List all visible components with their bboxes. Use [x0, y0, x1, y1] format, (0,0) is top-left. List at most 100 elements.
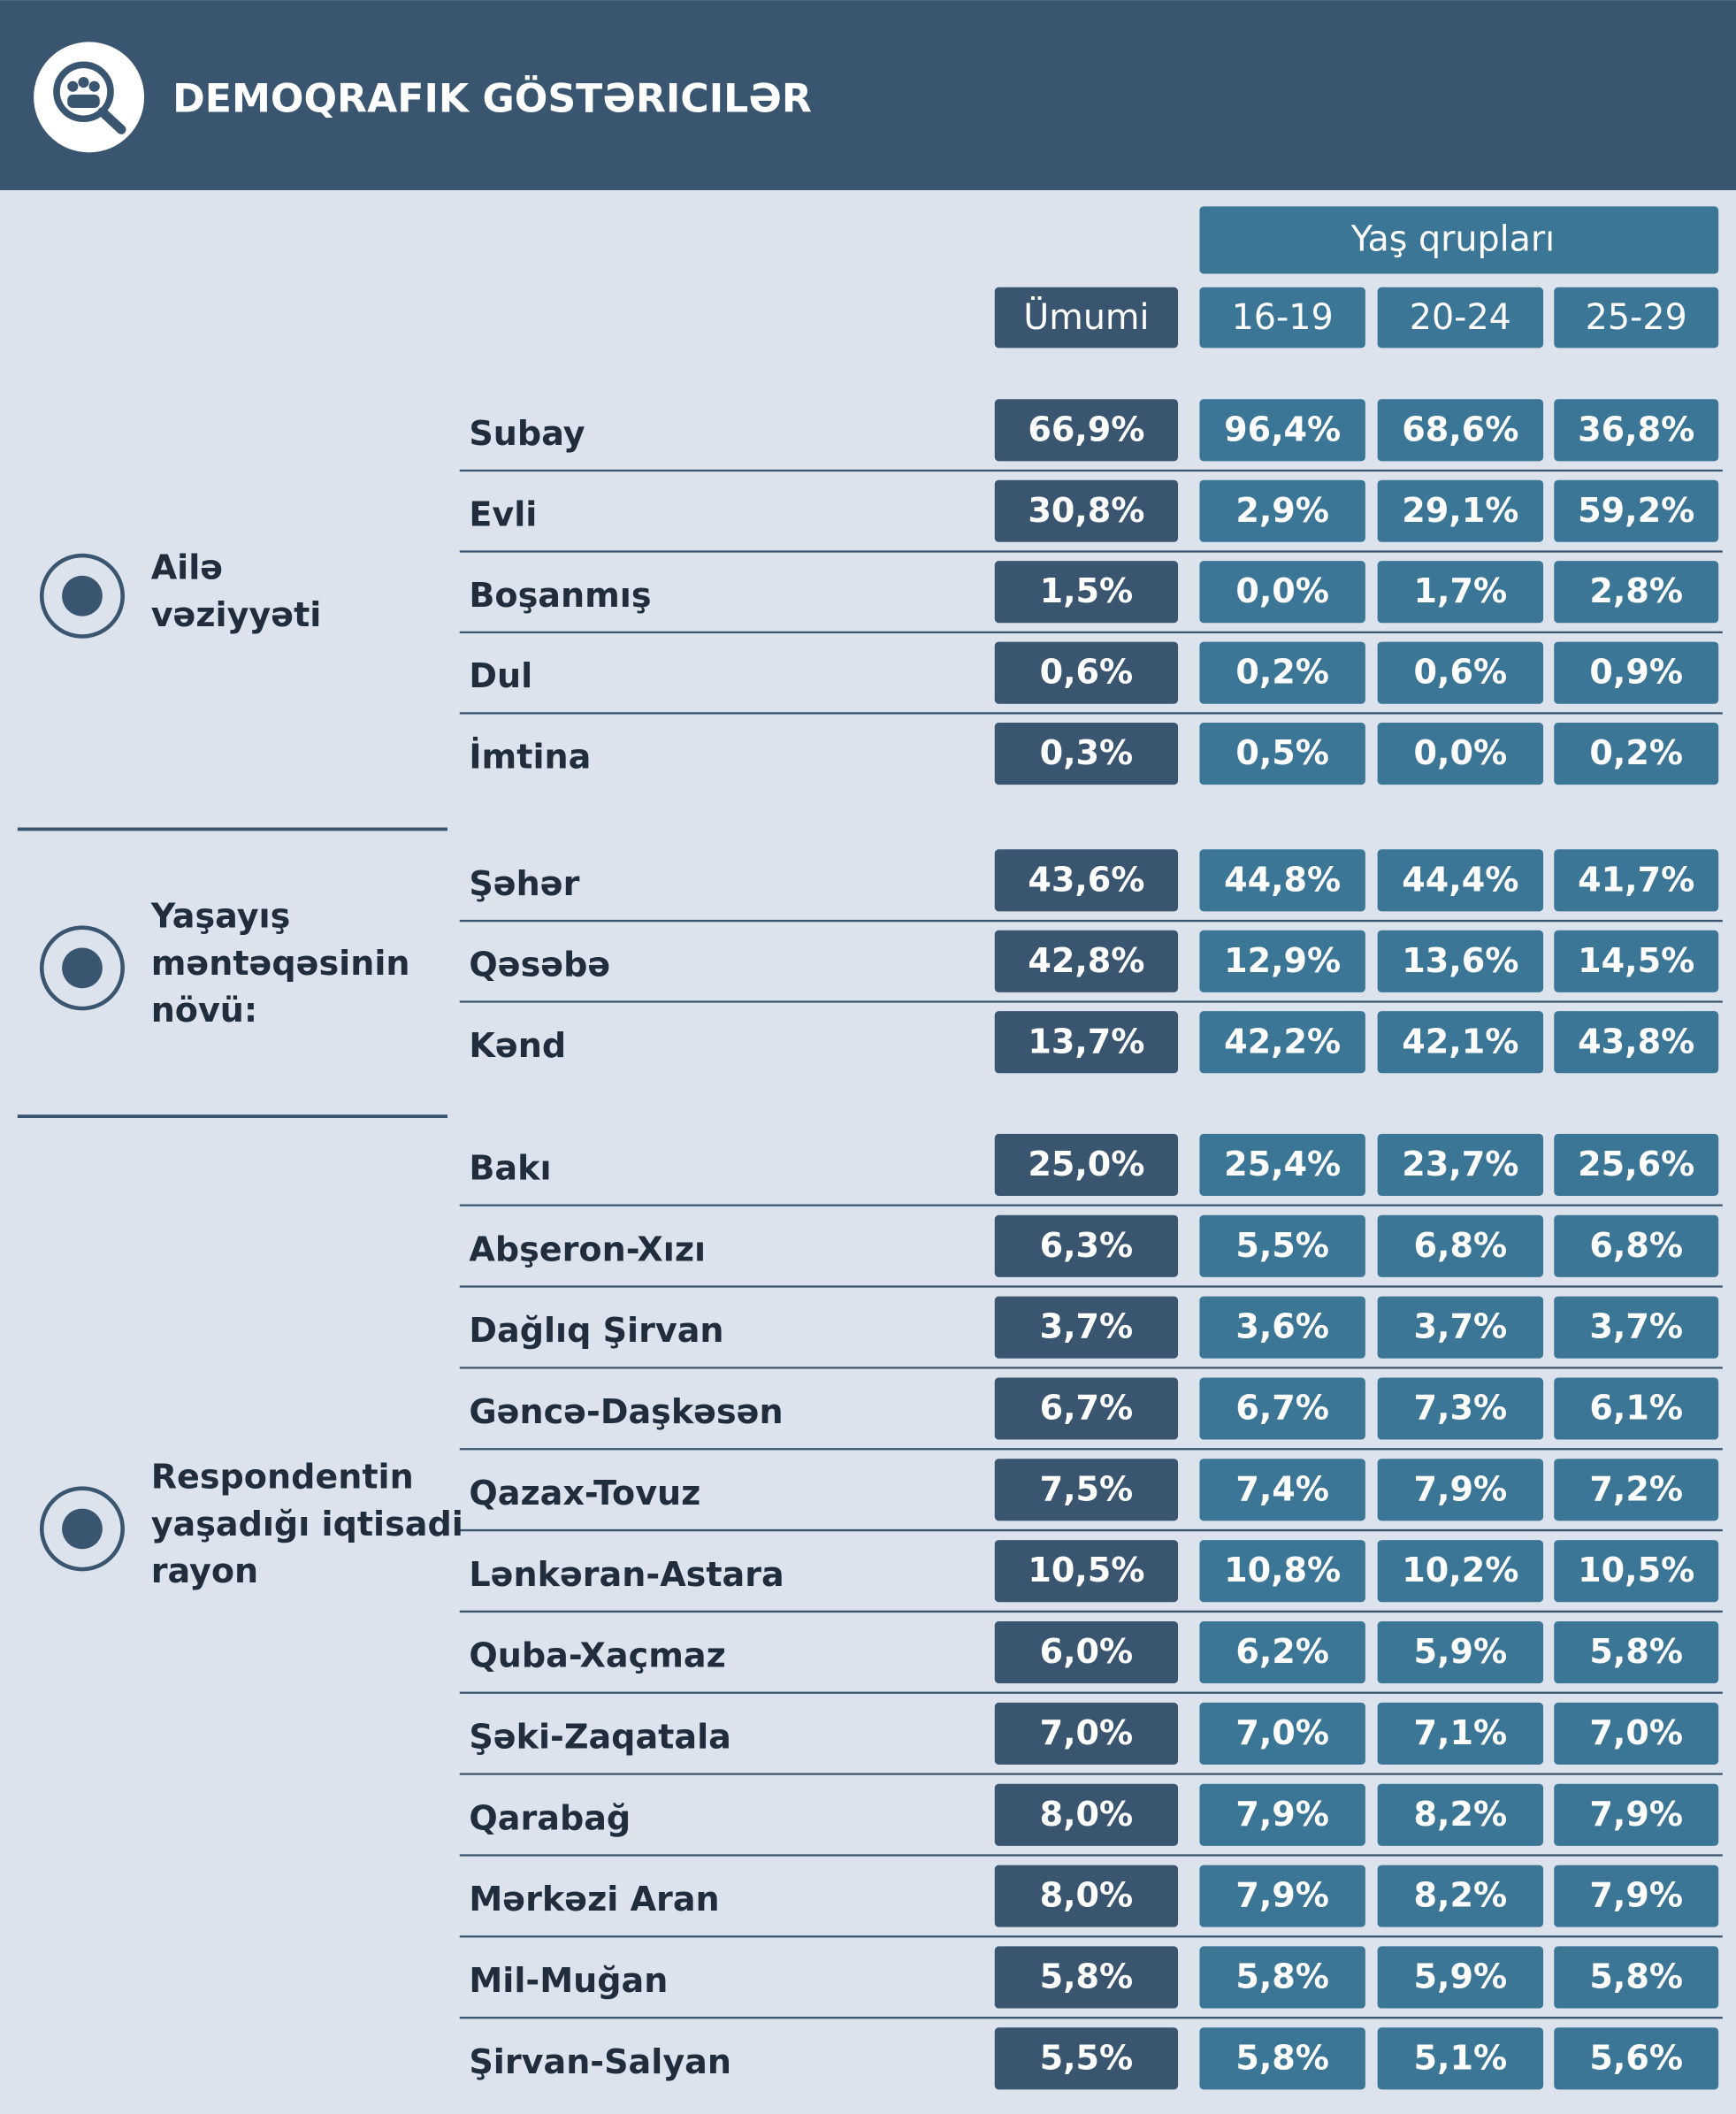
value-cell — [1377, 1377, 1544, 1440]
section-label: vəziyyəti — [151, 595, 322, 634]
header-icon — [34, 42, 145, 153]
value-cell — [1554, 1459, 1719, 1521]
value-cell — [1199, 1011, 1365, 1074]
value: 2,9% — [1235, 491, 1329, 530]
value: 29,1% — [1402, 491, 1518, 530]
value-cell — [1554, 849, 1719, 912]
header-band — [0, 0, 1736, 191]
value: 42,1% — [1402, 1022, 1518, 1061]
section-icon-fill — [62, 1508, 103, 1550]
section-label: Respondentin — [151, 1458, 414, 1497]
row-label: Mil-Muğan — [469, 1961, 668, 2000]
value: 66,9% — [1028, 410, 1144, 448]
value-cell — [1554, 2027, 1719, 2090]
value-cell — [994, 1621, 1179, 1684]
row-label: Quba-Xaçmaz — [469, 1636, 725, 1675]
section-icon-fill — [62, 575, 103, 617]
value: 13,7% — [1028, 1022, 1144, 1061]
value-cell — [1377, 1459, 1544, 1521]
value-cell — [994, 723, 1179, 785]
value-cell — [994, 641, 1179, 704]
row-label: Qəsəbə — [469, 945, 610, 984]
value-cell — [1199, 723, 1365, 785]
value-cell — [994, 849, 1179, 912]
column-header: 20-24 — [1410, 297, 1511, 338]
value-cell — [994, 1540, 1179, 1603]
value: 0,2% — [1235, 653, 1329, 692]
row-label: Dul — [469, 656, 532, 695]
value-cell — [1377, 1702, 1544, 1765]
value-cell — [1199, 930, 1365, 992]
row-label: Lənkəran-Astara — [469, 1555, 784, 1594]
value: 1,7% — [1413, 571, 1507, 610]
value-cell — [1377, 1621, 1544, 1684]
value: 0,5% — [1235, 733, 1329, 772]
value-cell — [1554, 1011, 1719, 1074]
value: 0,0% — [1235, 571, 1329, 610]
value: 25,4% — [1224, 1145, 1341, 1183]
header-title: DEMOQRAFIK GÖSTƏRICILƏR — [172, 74, 812, 121]
row-label: Qazax-Tovuz — [469, 1474, 700, 1513]
value-cell — [994, 1296, 1179, 1359]
value: 7,5% — [1040, 1469, 1134, 1508]
value-cell — [1377, 1540, 1544, 1603]
value-cell — [1377, 849, 1544, 912]
value: 13,6% — [1402, 941, 1518, 980]
value: 1,5% — [1040, 571, 1134, 610]
value: 7,2% — [1589, 1469, 1683, 1508]
value: 7,9% — [1589, 1795, 1683, 1834]
value: 0,9% — [1589, 653, 1683, 692]
value: 59,2% — [1578, 491, 1694, 530]
value: 10,5% — [1028, 1551, 1144, 1589]
value-cell — [1199, 1540, 1365, 1603]
value: 6,0% — [1040, 1632, 1134, 1671]
row-label: Gəncə-Daşkəsən — [469, 1392, 783, 1431]
row-label: Mərkəzi Aran — [469, 1880, 719, 1919]
value: 7,0% — [1040, 1713, 1134, 1752]
value: 8,0% — [1040, 1795, 1134, 1834]
value: 68,6% — [1402, 410, 1518, 448]
column-header-cell — [994, 287, 1179, 349]
value-cell — [1377, 1296, 1544, 1359]
row-label: Kənd — [469, 1026, 566, 1065]
value: 7,9% — [1589, 1876, 1683, 1915]
icon-person — [88, 80, 100, 92]
row-label: Boşanmış — [469, 576, 651, 615]
column-header-cell — [1199, 287, 1365, 349]
row-label: Qarabağ — [469, 1798, 631, 1837]
value: 5,1% — [1413, 2038, 1507, 2077]
section-label: Yaşayış — [150, 897, 291, 936]
value-cell — [1377, 1011, 1544, 1074]
value-cell — [1199, 1296, 1365, 1359]
value-cell — [994, 1377, 1179, 1440]
value-cell — [994, 930, 1179, 992]
value: 7,9% — [1413, 1469, 1507, 1508]
value: 3,6% — [1235, 1307, 1329, 1346]
value: 0,0% — [1413, 733, 1507, 772]
value: 23,7% — [1402, 1145, 1518, 1183]
value-cell — [1199, 1702, 1365, 1765]
value-cell — [1199, 641, 1365, 704]
value-cell — [1377, 399, 1544, 462]
value-cell — [1554, 479, 1719, 542]
value: 7,0% — [1589, 1713, 1683, 1752]
section-label: məntəqəsinin — [151, 944, 410, 983]
value-cell — [1554, 1702, 1719, 1765]
value: 8,2% — [1413, 1795, 1507, 1834]
value-cell — [1199, 561, 1365, 624]
value: 41,7% — [1578, 860, 1694, 899]
value-cell — [1554, 723, 1719, 785]
value: 42,8% — [1028, 941, 1144, 980]
row-label: Dağlıq Şirvan — [469, 1311, 723, 1350]
value: 7,4% — [1235, 1469, 1329, 1508]
value: 10,8% — [1224, 1551, 1341, 1589]
value: 5,5% — [1040, 2038, 1134, 2077]
value: 2,8% — [1589, 571, 1683, 610]
row-label: Abşeron-Xızı — [469, 1229, 706, 1268]
value-cell — [1377, 930, 1544, 992]
value-cell — [994, 1459, 1179, 1521]
value-cell — [1199, 2027, 1365, 2090]
value: 44,4% — [1402, 860, 1518, 899]
value: 5,8% — [1589, 1632, 1683, 1671]
